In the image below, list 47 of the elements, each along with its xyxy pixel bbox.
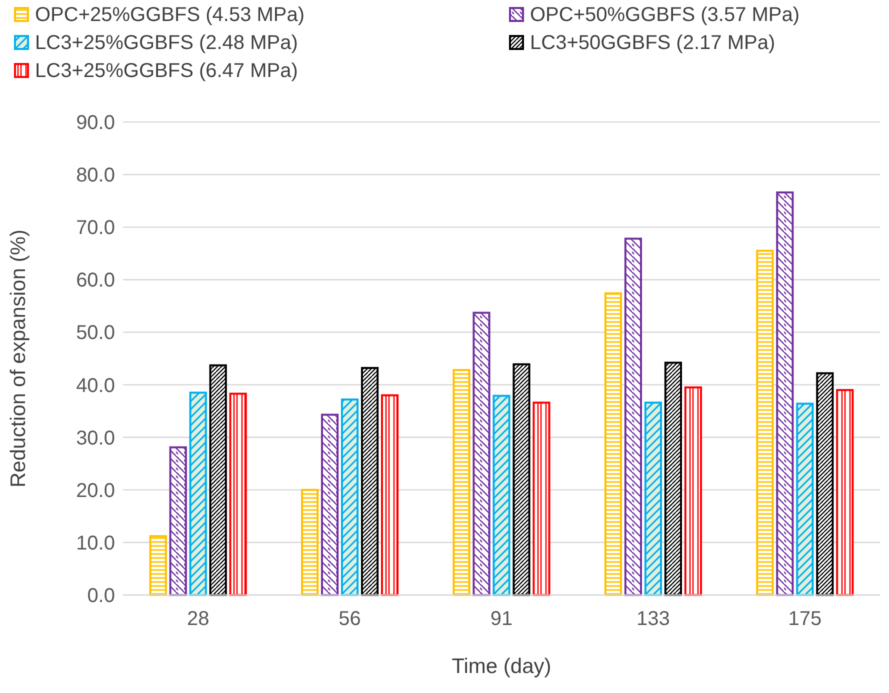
bar [664, 362, 682, 596]
bar [452, 369, 470, 596]
bar [776, 191, 794, 596]
bar [684, 386, 702, 596]
y-tick-label: 70.0 [76, 217, 115, 240]
bar [796, 402, 814, 596]
bar [512, 363, 530, 596]
bar [644, 402, 662, 596]
bar [816, 372, 834, 596]
bar [380, 394, 399, 596]
bar [149, 535, 167, 596]
bar [492, 394, 510, 596]
y-tick-label: 50.0 [76, 322, 115, 344]
y-tick-label: 60.0 [76, 270, 115, 292]
x-tick-label: 175 [788, 608, 822, 630]
bar [341, 398, 359, 596]
y-tick-label: 10.0 [76, 532, 115, 554]
legend-label: OPC+50%GGBFS (3.57 MPa) [530, 4, 800, 26]
x-tick-label: 56 [338, 608, 361, 630]
legend-label: LC3+50GGBFS (2.17 MPa) [530, 32, 776, 54]
y-tick-label: 20.0 [76, 480, 115, 502]
legend-label: LC3+25%GGBFS (6.47 MPa) [35, 60, 298, 82]
x-tick-label: 28 [186, 608, 210, 630]
y-tick-label: 90.0 [76, 112, 115, 134]
y-tick-label: 40.0 [76, 374, 115, 397]
bar [472, 312, 490, 596]
bar [209, 364, 227, 596]
legend-label: OPC+25%GGBFS (4.53 MPa) [35, 4, 305, 26]
bar [301, 488, 319, 596]
legend-label: LC3+25%GGBFS (2.48 MPa) [35, 32, 298, 54]
y-tick-label: 30.0 [76, 427, 115, 450]
y-tick-label: 0.0 [87, 585, 115, 607]
bar [169, 446, 187, 596]
bar [624, 238, 642, 596]
x-tick-label: 133 [636, 608, 670, 630]
bar [321, 414, 339, 596]
bar [756, 250, 774, 596]
bar [189, 392, 207, 596]
y-tick-label: 80.0 [76, 164, 115, 187]
y-axis-title: Reduction of expansion (%) [7, 230, 30, 488]
x-tick-label: 91 [490, 608, 513, 630]
bar [836, 389, 854, 596]
x-axis-title: Time (day) [452, 655, 552, 678]
bar [360, 366, 379, 596]
bar [532, 402, 550, 596]
bar [604, 292, 622, 596]
bar [229, 392, 247, 596]
